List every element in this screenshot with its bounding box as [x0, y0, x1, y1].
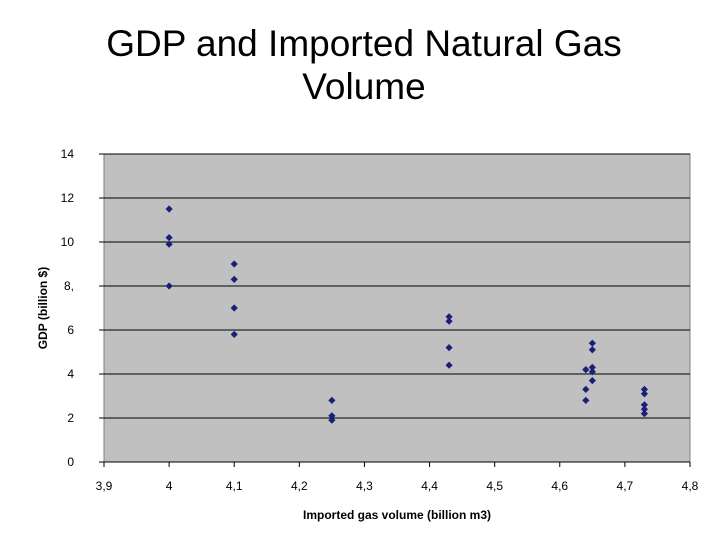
data-point [582, 396, 590, 404]
slide-title: GDP and Imported Natural Gas Volume [106, 23, 622, 107]
gridlines [104, 153, 690, 463]
data-point [230, 275, 238, 283]
x-tick-label: 4,4 [421, 479, 438, 493]
data-point [230, 260, 238, 268]
data-point [582, 366, 590, 374]
y-tick-label: 6 [67, 323, 74, 337]
data-point [165, 282, 173, 290]
y-tick-label: 8, [64, 279, 74, 293]
x-axis-title: Imported gas volume (billion m3) [303, 508, 491, 522]
y-tick-label: 0 [67, 455, 74, 469]
data-point [445, 344, 453, 352]
y-tick-label: 2 [67, 411, 74, 425]
data-point [445, 361, 453, 369]
x-tick-label: 4,6 [551, 479, 568, 493]
data-point [445, 313, 453, 321]
data-point [640, 390, 649, 398]
y-tick-label: 10 [61, 235, 75, 249]
x-tick-label: 4,8 [682, 479, 699, 493]
data-point [588, 339, 596, 347]
data-point [230, 330, 238, 338]
data-point [328, 416, 336, 424]
x-tick-label: 3,9 [96, 479, 113, 493]
x-tick-label: 4,5 [486, 479, 503, 493]
y-tick-label: 12 [61, 191, 75, 205]
data-point [445, 317, 453, 325]
data-point [328, 396, 336, 404]
data-point [582, 385, 590, 393]
data-point [588, 346, 596, 354]
data-point [588, 363, 596, 371]
data-point [165, 234, 173, 242]
data-point [640, 405, 649, 413]
data-point [165, 240, 173, 248]
y-axis-ticks: 0 2 4 6 8, 10 12 14 [61, 147, 104, 469]
x-axis-ticks: 3,9 4 4,1 4,2 4,3 4,4 4,5 4,6 4,7 4,8 [96, 461, 699, 493]
data-point [328, 412, 336, 420]
data-point [165, 205, 173, 213]
data-point [588, 377, 596, 385]
y-tick-label: 4 [67, 367, 74, 381]
data-point [640, 385, 649, 393]
x-tick-label: 4,3 [356, 479, 373, 493]
y-axis-title: GDP (billion $) [36, 267, 50, 349]
data-point [640, 410, 649, 418]
x-tick-label: 4,2 [291, 479, 308, 493]
y-tick-label: 14 [61, 147, 75, 161]
data-point [588, 368, 596, 376]
x-tick-label: 4,7 [617, 479, 634, 493]
data-point [230, 304, 238, 312]
data-point [640, 401, 649, 409]
x-tick-label: 4,1 [226, 479, 243, 493]
data-points [165, 205, 649, 424]
x-tick-label: 4 [166, 479, 173, 493]
plot-area [103, 153, 691, 463]
